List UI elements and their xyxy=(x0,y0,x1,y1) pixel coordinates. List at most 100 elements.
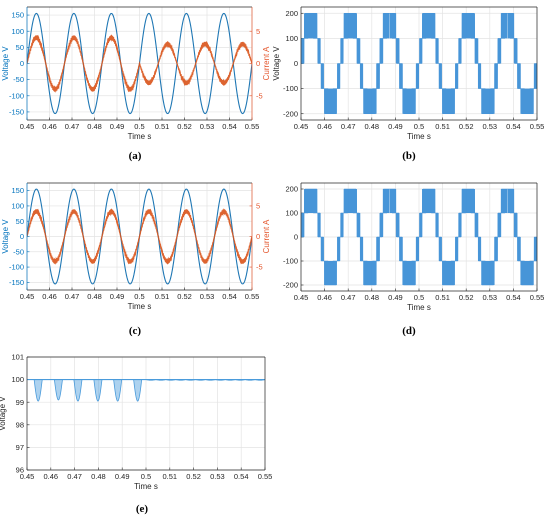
series-group xyxy=(27,12,252,115)
x-tick-label: 0.54 xyxy=(506,293,521,302)
x-tick-label: 0.52 xyxy=(459,293,474,302)
x-tick-label: 0.5 xyxy=(141,472,151,481)
x-tick-label: 0.52 xyxy=(177,292,192,301)
x-tick-label: 0.48 xyxy=(91,472,106,481)
series-group xyxy=(301,188,537,286)
y-tick-label: -150 xyxy=(9,278,24,287)
y-tick-label: -150 xyxy=(9,108,24,117)
y-tick-label: -100 xyxy=(9,263,24,272)
x-tick-label: 0.46 xyxy=(42,122,57,131)
x-tick-label: 0.48 xyxy=(87,122,102,131)
x-tick-label: 0.51 xyxy=(435,293,450,302)
y-tick-label: 99 xyxy=(16,398,24,407)
x-tick-label: 0.47 xyxy=(341,122,356,131)
x-tick-label: 0.47 xyxy=(341,293,356,302)
y-tick-label: -200 xyxy=(283,281,298,290)
y-tick-label: 200 xyxy=(285,185,298,194)
x-tick-label: 0.49 xyxy=(388,122,403,131)
x-tick-label: 0.51 xyxy=(155,122,170,131)
y2-tick-label: 5 xyxy=(256,27,260,36)
y-tick-label: -200 xyxy=(283,109,298,118)
x-tick-label: 0.5 xyxy=(134,292,144,301)
y-tick-label: 150 xyxy=(11,11,24,20)
y-axis-label: Voltage V xyxy=(1,219,10,254)
x-tick-label: 0.5 xyxy=(414,293,424,302)
y-tick-label: 100 xyxy=(285,209,298,218)
chart-panel-d: 0.45 0.46 0.47 0.48 0.49 0.5 0.51 0.52 0.53 0.54 0… xyxy=(283,182,545,312)
x-tick-label: 0.55 xyxy=(258,472,273,481)
x-tick-label: 0.52 xyxy=(186,472,201,481)
x-tick-label: 0.54 xyxy=(222,122,237,131)
y-axis-label: Voltage V xyxy=(1,46,10,81)
series-current xyxy=(27,208,252,265)
x-tick-label: 0.47 xyxy=(65,122,80,131)
y2-tick-label: -5 xyxy=(256,263,263,272)
y-tick-label: 50 xyxy=(16,217,24,226)
y2-tick-label: 0 xyxy=(256,232,260,241)
y-tick-label: 0 xyxy=(294,233,298,242)
y-tick-label: 100 xyxy=(11,27,24,36)
y-tick-label: 200 xyxy=(285,9,298,18)
x-tick-label: 0.53 xyxy=(200,122,215,131)
series-inverter-voltage xyxy=(301,13,537,114)
y2-tick-label: 5 xyxy=(256,202,260,211)
y-tick-label: -100 xyxy=(283,257,298,266)
chart-panel-e: 0.45 0.46 0.47 0.48 0.49 0.5 0.51 0.52 0.53 0.54 0… xyxy=(0,353,272,491)
y-tick-label: 0 xyxy=(294,59,298,68)
x-tick-label: 0.51 xyxy=(435,122,450,131)
caption-c: (c) xyxy=(128,325,142,337)
y-tick-label: 100 xyxy=(285,34,298,43)
y-tick-label: -100 xyxy=(9,91,24,100)
y2-tick-label: 0 xyxy=(256,59,260,68)
x-tick-label: 0.47 xyxy=(65,292,80,301)
y-tick-label: 101 xyxy=(11,353,24,362)
chart-panel-b: 0.45 0.46 0.47 0.48 0.49 0.5 0.51 0.52 0.53 0.54 0… xyxy=(272,6,545,141)
x-tick-label: 0.45 xyxy=(294,293,309,302)
x-tick-label: 0.46 xyxy=(42,292,57,301)
x-tick-label: 0.51 xyxy=(155,292,170,301)
y-tick-label: 100 xyxy=(11,375,24,384)
y-tick-label: -100 xyxy=(283,84,298,93)
x-tick-label: 0.52 xyxy=(459,122,474,131)
x-tick-label: 0.51 xyxy=(162,472,177,481)
x-tick-label: 0.46 xyxy=(43,472,58,481)
x-axis-label: Time s xyxy=(134,482,158,491)
y2-axis-label: Current A xyxy=(262,219,271,253)
x-tick-label: 0.49 xyxy=(388,293,403,302)
y-tick-label: 0 xyxy=(20,232,24,241)
x-tick-label: 0.48 xyxy=(364,122,379,131)
x-tick-label: 0.55 xyxy=(245,292,260,301)
caption-d: (d) xyxy=(402,325,416,337)
x-tick-label: 0.53 xyxy=(482,293,497,302)
x-tick-label: 0.55 xyxy=(530,293,545,302)
caption-e: (e) xyxy=(135,503,149,515)
y2-axis-label: Current A xyxy=(262,46,271,80)
x-tick-label: 0.48 xyxy=(364,293,379,302)
y-axis-label: Voltage V xyxy=(272,46,281,81)
x-axis-label: Time s xyxy=(128,302,152,311)
y-tick-label: 98 xyxy=(16,420,24,429)
x-tick-label: 0.45 xyxy=(294,122,309,131)
x-tick-label: 0.53 xyxy=(210,472,225,481)
x-tick-label: 0.45 xyxy=(20,292,35,301)
series-group xyxy=(27,188,252,285)
x-tick-label: 0.5 xyxy=(134,122,144,131)
x-axis-label: Time s xyxy=(407,132,431,141)
chart-panel-a: 0.45 0.46 0.47 0.48 0.49 0.5 0.51 0.52 0.53 0.54 0… xyxy=(1,6,271,141)
chart-panel-c: 0.45 0.46 0.47 0.48 0.49 0.5 0.51 0.52 0.53 0.54 0… xyxy=(1,182,271,311)
x-tick-label: 0.55 xyxy=(530,122,545,131)
x-tick-label: 0.5 xyxy=(414,122,424,131)
y-tick-label: -50 xyxy=(13,247,24,256)
series-group xyxy=(27,379,265,402)
y-tick-label: 150 xyxy=(11,186,24,195)
x-tick-label: 0.49 xyxy=(115,472,130,481)
caption-a: (a) xyxy=(128,150,142,162)
x-tick-label: 0.54 xyxy=(234,472,249,481)
y-axis-label: Voltage V xyxy=(0,396,7,431)
series-current xyxy=(27,34,252,93)
y-tick-label: 0 xyxy=(20,59,24,68)
x-tick-label: 0.53 xyxy=(200,292,215,301)
x-tick-label: 0.45 xyxy=(20,122,35,131)
